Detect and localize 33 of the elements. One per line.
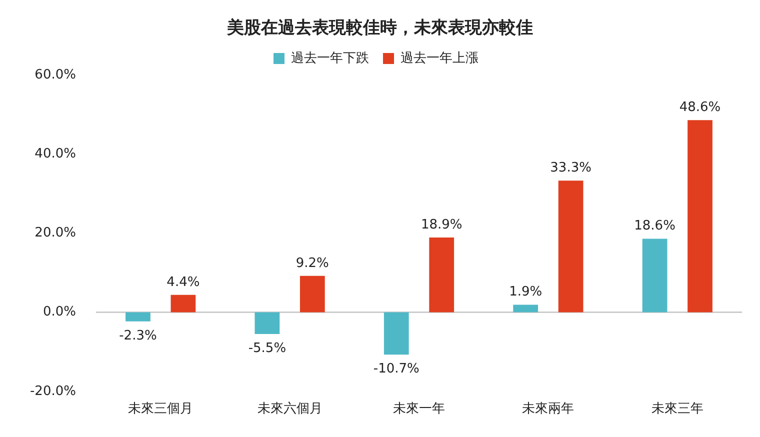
data-label: 18.9% (420, 217, 462, 232)
data-label: -5.5% (248, 340, 286, 356)
bar (126, 312, 150, 322)
y-tick-label: 20.0% (34, 226, 76, 241)
legend-label: 過去一年下跌 (291, 50, 369, 66)
x-tick-label: 未來兩年 (522, 402, 574, 417)
data-label: 48.6% (679, 100, 721, 115)
bar (254, 312, 280, 334)
y-tick-label: 40.0% (34, 146, 76, 162)
data-label: 1.9% (509, 284, 542, 300)
data-label: 9.2% (296, 256, 329, 271)
bar (300, 276, 325, 312)
x-tick-label: 未來三個月 (128, 402, 194, 417)
y-tick-label: -20.0% (30, 384, 76, 399)
bar (642, 238, 668, 312)
data-label: -10.7% (373, 361, 420, 376)
y-tick-label: 0.0% (42, 304, 76, 320)
data-label: 18.6% (634, 218, 676, 234)
bar (513, 304, 538, 312)
chart-title: 美股在過去表現較佳時，未來表現亦較佳 (226, 17, 534, 38)
bar (170, 294, 196, 312)
x-tick-label: 未來一年 (392, 402, 445, 417)
bar (558, 180, 584, 312)
bar (429, 238, 454, 312)
data-label: 33.3% (550, 160, 592, 176)
data-label: 4.4% (166, 274, 200, 290)
y-tick-label: 60.0% (34, 67, 76, 82)
legend-label: 過去一年上漲 (400, 50, 478, 66)
bar (384, 312, 409, 355)
data-label: -2.3% (119, 328, 157, 344)
x-tick-label: 未來六個月 (257, 402, 322, 417)
x-tick-label: 未來三年 (651, 402, 704, 417)
bar (688, 120, 712, 312)
